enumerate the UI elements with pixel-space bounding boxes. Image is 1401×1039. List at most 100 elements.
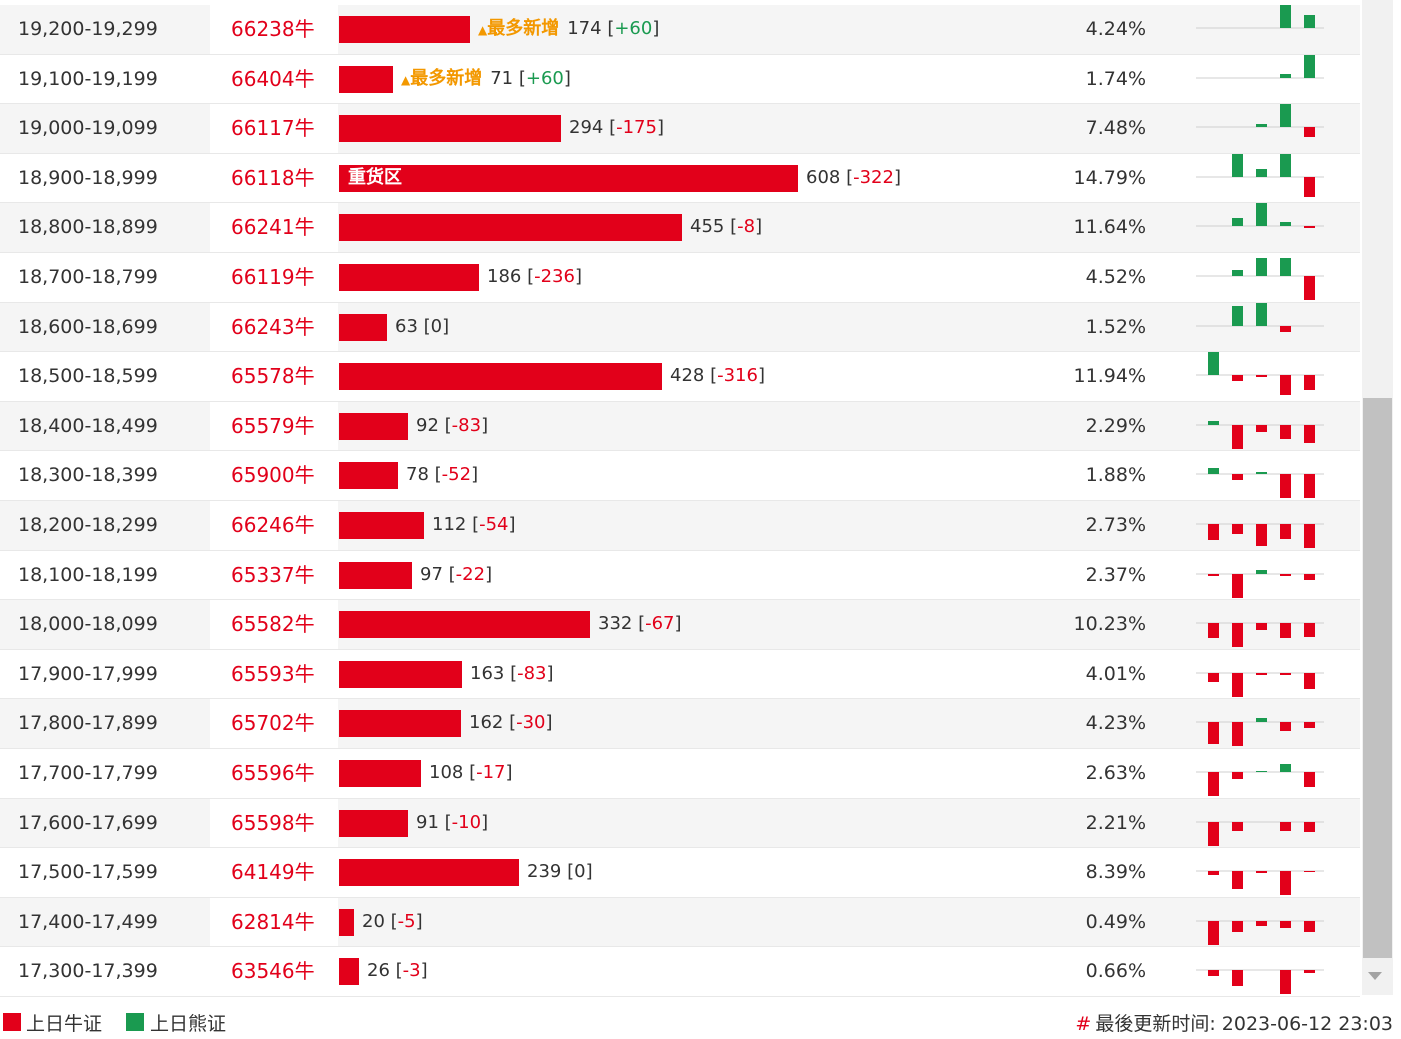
- table-row[interactable]: 17,400-17,499 62814牛 20 [-5] 0.49%: [0, 897, 1360, 948]
- sparkline-bar: [1208, 573, 1219, 576]
- cbbc-code-link[interactable]: 66241牛: [231, 215, 315, 240]
- change-value: -316: [717, 365, 758, 387]
- sparkline-bar: [1256, 770, 1267, 772]
- count-value: 91: [416, 811, 439, 833]
- sparkline-bar: [1256, 257, 1267, 276]
- cbbc-code-link[interactable]: 66404牛: [231, 66, 315, 91]
- sparkline-bar: [1304, 15, 1315, 28]
- volume-bar: [339, 958, 359, 986]
- code-cell: [210, 153, 338, 203]
- price-range: 18,300-18,399: [18, 464, 158, 487]
- cbbc-code-link[interactable]: 65900牛: [231, 463, 315, 488]
- cbbc-code-link[interactable]: 66117牛: [231, 116, 315, 141]
- scroll-down-arrow-icon[interactable]: [1368, 972, 1382, 980]
- table-row[interactable]: 19,000-19,099 66117牛 294 [-175] 7.48%: [0, 104, 1360, 154]
- most-added-label: 最多新增: [487, 18, 560, 39]
- cbbc-code-link[interactable]: 65582牛: [231, 612, 315, 637]
- cbbc-code-link[interactable]: 66119牛: [231, 264, 315, 289]
- sparkline-bar: [1256, 168, 1267, 177]
- sparkline-bar: [1280, 623, 1291, 639]
- change-value: -3: [402, 960, 421, 982]
- sparkline-bar: [1304, 127, 1315, 138]
- count-value: 428: [670, 365, 705, 387]
- cbbc-code-link[interactable]: 63546牛: [231, 959, 315, 984]
- price-range: 17,900-17,999: [18, 662, 158, 685]
- history-sparkline: [1196, 302, 1324, 332]
- legend-bear-swatch: [126, 1013, 144, 1031]
- sparkline-bar: [1232, 523, 1243, 534]
- table-row[interactable]: 17,700-17,799 65596牛 108 [-17] 2.63%: [0, 748, 1360, 799]
- cbbc-code-link[interactable]: 66238牛: [231, 17, 315, 41]
- cbbc-code-link[interactable]: 65598牛: [231, 810, 315, 835]
- table-row[interactable]: 19,100-19,199 66404牛 ▲最多新增 71 [+60] 1.74%: [0, 54, 1360, 105]
- code-cell: [210, 748, 338, 798]
- table-row[interactable]: 19,200-19,299 66238牛 ▲最多新增 174 [+60] 4.24%: [0, 5, 1360, 55]
- history-sparkline: [1196, 523, 1324, 548]
- history-sparkline: [1196, 920, 1324, 945]
- table-row[interactable]: 17,900-17,999 65593牛 163 [-83] 4.01%: [0, 649, 1360, 700]
- volume-bar: [339, 611, 590, 639]
- count-value: 332: [598, 613, 633, 635]
- cbbc-code-link[interactable]: 65593牛: [231, 661, 315, 686]
- cbbc-code-link[interactable]: 65337牛: [231, 562, 315, 587]
- volume-bar: [339, 859, 519, 887]
- cbbc-code-link[interactable]: 65702牛: [231, 711, 315, 736]
- cbbc-code-link[interactable]: 66246牛: [231, 512, 315, 537]
- change-value: -322: [853, 166, 894, 188]
- table-row[interactable]: 18,300-18,399 65900牛 78 [-52] 1.88%: [0, 451, 1360, 501]
- percentage: 2.29%: [1085, 414, 1146, 437]
- history-sparkline: [1196, 569, 1324, 598]
- cbbc-code-link[interactable]: 64149牛: [231, 860, 315, 885]
- change-value: 0: [430, 315, 443, 337]
- scrollbar[interactable]: [1362, 0, 1393, 995]
- sparkline-bar: [1232, 375, 1243, 382]
- history-sparkline: [1196, 257, 1324, 300]
- sparkline-bar: [1256, 623, 1267, 631]
- table-row[interactable]: 18,200-18,299 66246牛 112 [-54] 2.73%: [0, 500, 1360, 551]
- sparkline-bar: [1232, 269, 1243, 276]
- code-cell: [210, 302, 338, 352]
- cbbc-code-link[interactable]: 65579牛: [231, 413, 315, 438]
- table-row[interactable]: 17,800-17,899 65702牛 162 [-30] 4.23%: [0, 699, 1360, 749]
- cbbc-code-link[interactable]: 66243牛: [231, 314, 315, 339]
- sparkline-bar: [1304, 722, 1315, 729]
- percentage: 2.21%: [1085, 811, 1146, 834]
- history-sparkline: [1196, 870, 1324, 896]
- volume-bar: [339, 908, 354, 936]
- table-row[interactable]: 18,600-18,699 66243牛 63 [0] 1.52%: [0, 302, 1360, 353]
- table-row[interactable]: 18,100-18,199 65337牛 97 [-22] 2.37%: [0, 550, 1360, 601]
- percentage: 2.63%: [1085, 761, 1146, 784]
- sparkline-bar: [1256, 302, 1267, 326]
- count-info: ▲最多新增 71 [+60]: [401, 67, 571, 89]
- volume-bar: [339, 263, 479, 291]
- table-row[interactable]: 18,800-18,899 66241牛 455 [-8] 11.64%: [0, 203, 1360, 253]
- sparkline-bar: [1304, 375, 1315, 391]
- cbbc-code-link[interactable]: 65596牛: [231, 760, 315, 785]
- sparkline-bar: [1304, 920, 1315, 932]
- percentage: 14.79%: [1073, 166, 1146, 189]
- sparkline-bar: [1256, 920, 1267, 926]
- change-value: +60: [614, 18, 653, 39]
- table-row[interactable]: 18,900-18,999 66118牛 重货区 608 [-322] 14.79%: [0, 153, 1360, 204]
- scrollbar-thumb[interactable]: [1363, 398, 1392, 958]
- cbbc-code-link[interactable]: 66118牛: [231, 165, 315, 190]
- sparkline-bar: [1208, 771, 1219, 796]
- percentage: 4.52%: [1085, 265, 1146, 288]
- table-row[interactable]: 17,300-17,399 63546牛 26 [-3] 0.66%: [0, 947, 1360, 997]
- volume-bar: [339, 164, 798, 192]
- table-row[interactable]: 18,700-18,799 66119牛 186 [-236] 4.52%: [0, 252, 1360, 303]
- cbbc-code-link[interactable]: 62814牛: [231, 909, 315, 934]
- table-row[interactable]: 17,600-17,699 65598牛 91 [-10] 2.21%: [0, 798, 1360, 849]
- sparkline-bar: [1280, 73, 1291, 78]
- most-added-tag: ▲最多新增: [401, 68, 482, 89]
- table-row[interactable]: 17,500-17,599 64149牛 239 [0] 8.39%: [0, 848, 1360, 898]
- sparkline-bar: [1232, 218, 1243, 227]
- sparkline-bar: [1256, 472, 1267, 475]
- table-row[interactable]: 18,400-18,499 65579牛 92 [-83] 2.29%: [0, 401, 1360, 452]
- sparkline-bar: [1232, 153, 1243, 177]
- table-row[interactable]: 18,000-18,099 65582牛 332 [-67] 10.23%: [0, 600, 1360, 650]
- sparkline-bar: [1280, 5, 1291, 28]
- cbbc-code-link[interactable]: 65578牛: [231, 364, 315, 389]
- count-value: 294: [569, 117, 604, 139]
- table-row[interactable]: 18,500-18,599 65578牛 428 [-316] 11.94%: [0, 352, 1360, 402]
